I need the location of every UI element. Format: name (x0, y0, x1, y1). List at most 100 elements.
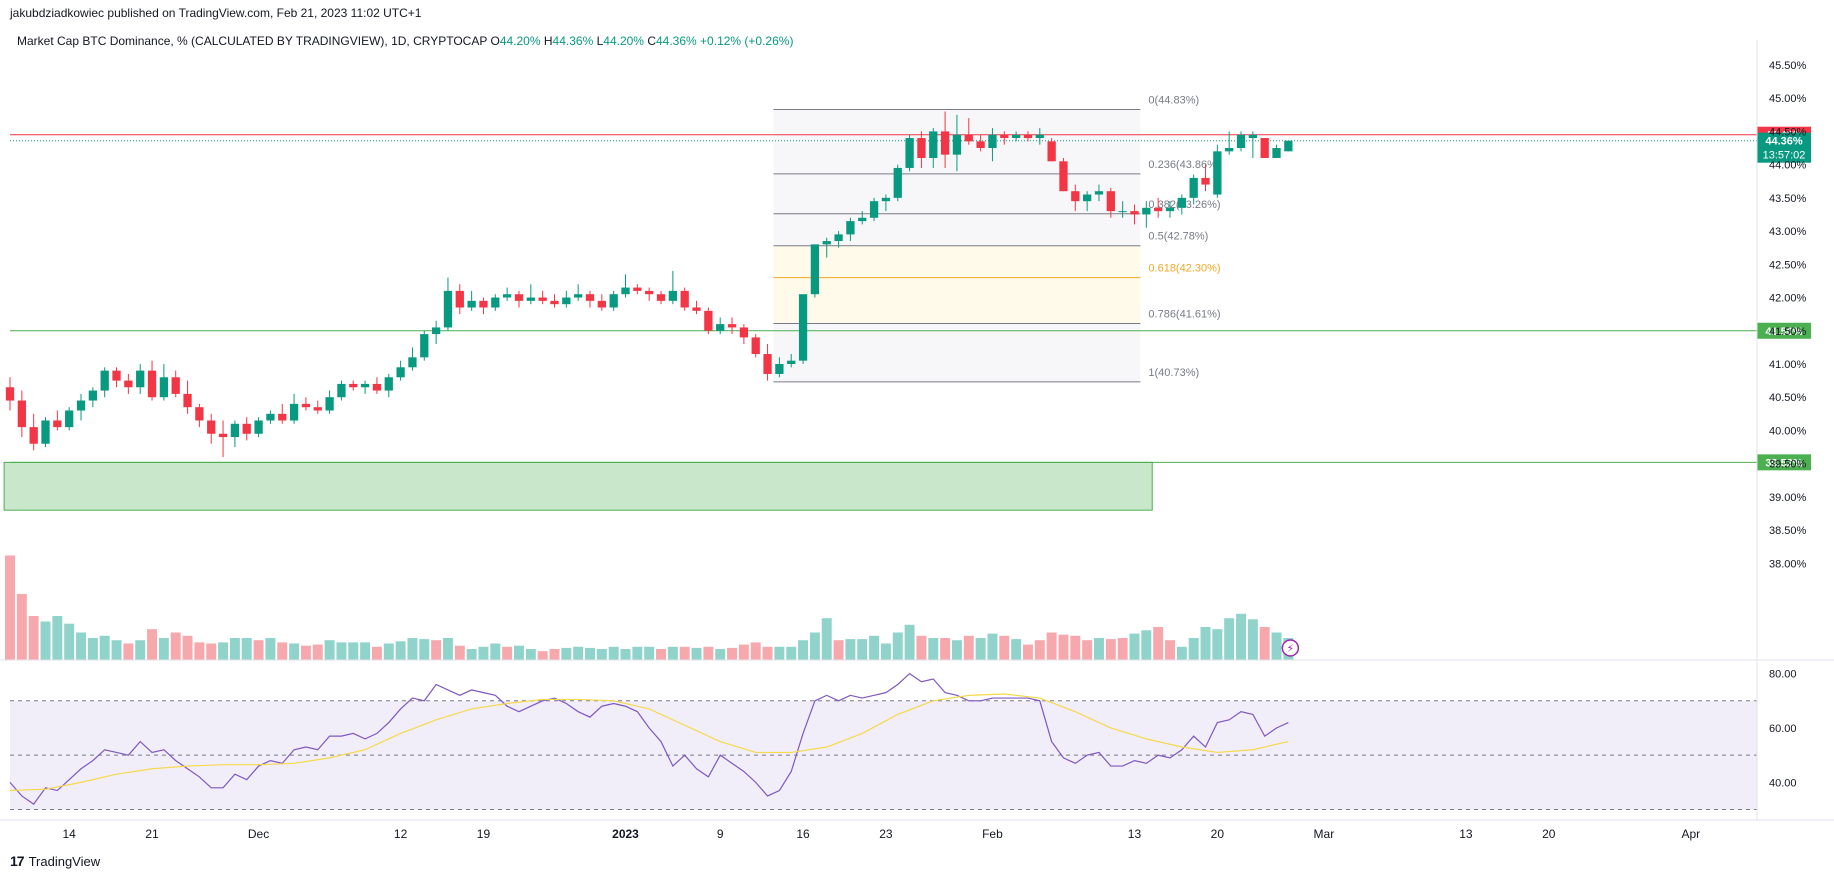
volume-bar (1224, 618, 1235, 660)
price-tick-label: 43.00% (1769, 226, 1807, 238)
volume-bar (951, 640, 962, 660)
ohlc-low-label: L (596, 34, 604, 48)
volume-bar (1200, 627, 1211, 660)
candle-body (53, 420, 62, 428)
candle-body (420, 334, 429, 358)
volume-bar (64, 623, 75, 660)
candle-body (384, 377, 393, 391)
candle-body (964, 134, 973, 142)
candle-body (645, 290, 654, 295)
volume-bar (40, 621, 51, 660)
volume-bar (336, 642, 347, 660)
candle-body (1000, 134, 1009, 139)
volume-bar (1188, 638, 1199, 660)
volume-bar (170, 632, 181, 660)
volume-bar (76, 632, 86, 660)
candle-body (230, 423, 240, 438)
volume-bar (821, 618, 832, 660)
candle-body (787, 360, 796, 364)
candle-body (1248, 134, 1257, 139)
volume-bar (431, 640, 442, 660)
candle-body (41, 420, 50, 444)
candle-body (633, 287, 642, 291)
candle-body (503, 294, 512, 298)
candle-body (538, 297, 547, 301)
candle-body (147, 370, 157, 398)
volume-bar (1165, 640, 1175, 660)
volume-bar (857, 639, 868, 660)
candle-body (1213, 151, 1222, 195)
candle-body (112, 370, 121, 381)
volume-bar (135, 640, 146, 660)
candle-body (65, 410, 74, 428)
volume-bar (371, 646, 382, 660)
price-tick-label: 44.00% (1769, 160, 1807, 172)
volume-bar (5, 555, 15, 660)
price-tick-label: 45.50% (1769, 60, 1807, 72)
volume-bar (478, 646, 489, 660)
candle-body (893, 167, 902, 198)
volume-bar (442, 638, 453, 660)
volume-bar (845, 639, 856, 660)
volume-bar (679, 646, 690, 660)
candle-body (1142, 207, 1151, 215)
candle-body (408, 357, 417, 368)
candle-body (443, 290, 453, 328)
candle-body (289, 403, 299, 421)
volume-bar (1034, 640, 1045, 660)
fib-band (773, 277, 1141, 324)
price-tick-label: 41.00% (1769, 359, 1807, 371)
volume-bar (158, 638, 169, 660)
candle-body (763, 354, 772, 374)
candle-body (976, 141, 985, 149)
time-tick-label: Dec (248, 827, 269, 841)
volume-bar (1176, 646, 1187, 660)
candle-body (1023, 134, 1033, 139)
price-tick-label: 42.50% (1769, 259, 1807, 271)
candle-body (1284, 140, 1293, 152)
candle-body (242, 423, 251, 434)
volume-bar (880, 643, 891, 660)
ohlc-change: +0.12% (+0.26%) (700, 34, 794, 48)
published-line: jakubdziadkowiec published on TradingVie… (10, 6, 422, 20)
support-zone (3, 461, 1153, 511)
candle-body (491, 297, 500, 308)
time-tick-label: 2023 (612, 827, 639, 841)
candle-body (254, 420, 263, 434)
volume-bar (715, 649, 726, 660)
candle-body (716, 324, 725, 331)
volume-bar (561, 647, 572, 660)
candle-body (1011, 134, 1021, 139)
time-tick-label: 20 (1211, 827, 1225, 841)
volume-bar (300, 645, 311, 660)
volume-bar (16, 594, 27, 660)
countdown-text: 13:57:02 (1763, 150, 1806, 162)
volume-bar (1259, 627, 1270, 660)
fib-band (773, 213, 1141, 246)
candle-body (1130, 211, 1139, 215)
volume-bar (218, 642, 229, 660)
tradingview-logo-icon: 17 (10, 853, 25, 869)
candle-body (195, 407, 204, 421)
volume-bar (1271, 632, 1282, 660)
volume-bar (904, 624, 915, 660)
candle-body (301, 403, 311, 408)
time-tick-label: 16 (796, 827, 810, 841)
volume-bar (1212, 629, 1223, 660)
candle-body (988, 134, 997, 149)
footer-brand[interactable]: 17 TradingView (10, 853, 100, 869)
volume-bar (573, 646, 584, 660)
candle-body (1059, 161, 1068, 192)
ohlc-close-label: C (647, 34, 656, 48)
volume-bar (703, 646, 714, 660)
candle-body (1154, 207, 1163, 212)
candle-body (940, 131, 950, 155)
volume-bar (691, 647, 702, 660)
volume-bar (1247, 619, 1258, 660)
lightning-glyph: ⚡ (1287, 643, 1295, 655)
volume-bar (312, 644, 323, 660)
candle-body (1177, 197, 1186, 208)
candle-body (124, 380, 133, 388)
volume-bar (940, 638, 951, 660)
